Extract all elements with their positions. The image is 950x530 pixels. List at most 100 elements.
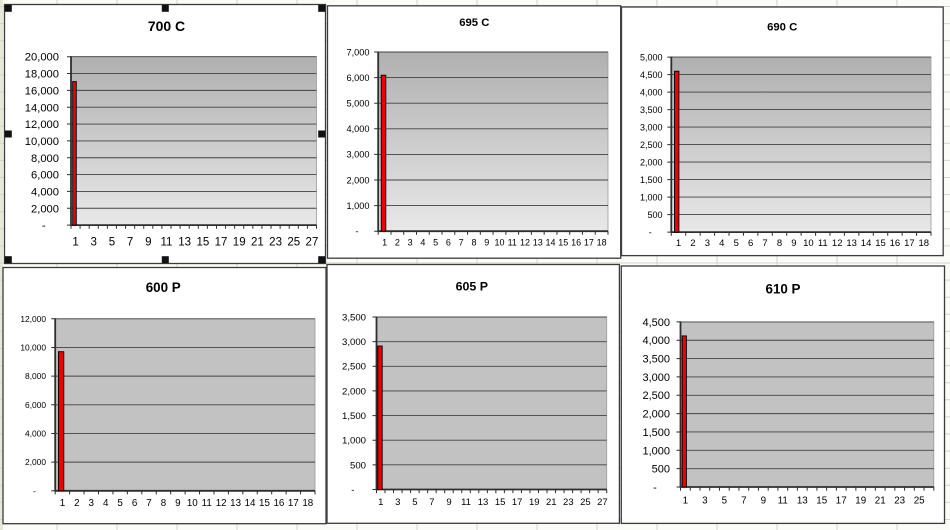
svg-text:8: 8: [471, 237, 476, 247]
svg-text:1,500: 1,500: [642, 427, 670, 439]
svg-text:9: 9: [175, 498, 180, 509]
svg-text:13: 13: [846, 238, 857, 249]
svg-text:6,000: 6,000: [31, 170, 59, 182]
svg-text:6: 6: [748, 238, 753, 249]
svg-text:2,500: 2,500: [640, 140, 663, 150]
svg-text:2,000: 2,000: [31, 203, 59, 215]
svg-text:19: 19: [233, 236, 246, 248]
svg-text:4,500: 4,500: [642, 317, 670, 329]
svg-text:4,000: 4,000: [25, 428, 46, 438]
svg-text:-: -: [351, 485, 354, 496]
svg-text:6,000: 6,000: [25, 400, 46, 410]
svg-text:2: 2: [395, 237, 400, 247]
svg-text:-: -: [649, 227, 652, 237]
svg-text:21: 21: [546, 497, 557, 508]
svg-text:4,000: 4,000: [640, 87, 663, 97]
svg-text:690 C: 690 C: [767, 21, 797, 33]
svg-text:1: 1: [60, 498, 65, 509]
svg-text:2,500: 2,500: [342, 362, 366, 373]
svg-text:1: 1: [683, 496, 688, 507]
svg-text:20,000: 20,000: [25, 52, 59, 64]
svg-text:700 C: 700 C: [148, 18, 185, 34]
svg-text:2,000: 2,000: [25, 457, 46, 467]
svg-text:8: 8: [777, 238, 782, 249]
svg-text:11: 11: [778, 496, 788, 507]
svg-text:2,000: 2,000: [642, 409, 670, 421]
svg-text:14: 14: [245, 498, 256, 509]
svg-text:15: 15: [495, 497, 506, 508]
svg-text:16: 16: [273, 498, 284, 509]
svg-text:9: 9: [484, 237, 489, 247]
svg-text:1,000: 1,000: [347, 201, 370, 211]
svg-text:2: 2: [74, 498, 79, 509]
svg-text:14: 14: [861, 238, 872, 249]
svg-text:17: 17: [512, 497, 523, 508]
svg-text:605 P: 605 P: [456, 279, 488, 293]
svg-text:27: 27: [597, 497, 608, 508]
svg-text:13: 13: [178, 236, 191, 248]
svg-text:10: 10: [494, 237, 504, 247]
svg-text:6: 6: [132, 498, 138, 509]
svg-text:15: 15: [816, 496, 827, 507]
svg-text:7: 7: [127, 236, 133, 248]
svg-text:18: 18: [302, 498, 313, 509]
svg-text:9: 9: [446, 497, 451, 508]
svg-text:1,000: 1,000: [642, 445, 670, 457]
svg-text:15: 15: [196, 236, 209, 248]
svg-text:3,500: 3,500: [640, 105, 663, 115]
svg-text:610 P: 610 P: [766, 282, 801, 297]
svg-text:16: 16: [890, 238, 901, 249]
svg-text:2,000: 2,000: [640, 157, 663, 167]
svg-text:3,000: 3,000: [642, 372, 670, 384]
svg-text:12: 12: [520, 237, 530, 247]
svg-text:15: 15: [558, 237, 568, 247]
svg-text:13: 13: [478, 497, 489, 508]
svg-text:10,000: 10,000: [25, 136, 59, 148]
svg-text:8: 8: [161, 498, 167, 509]
svg-text:6: 6: [446, 237, 451, 247]
svg-text:4: 4: [719, 238, 724, 249]
svg-text:18,000: 18,000: [25, 69, 59, 81]
svg-text:7: 7: [762, 238, 767, 249]
svg-text:23: 23: [563, 497, 574, 508]
svg-text:17: 17: [288, 498, 299, 509]
svg-text:25: 25: [914, 496, 925, 507]
svg-text:25: 25: [287, 236, 300, 248]
svg-text:3: 3: [91, 236, 97, 248]
svg-text:27: 27: [306, 236, 319, 248]
svg-text:2,000: 2,000: [342, 386, 366, 397]
svg-text:19: 19: [855, 496, 866, 507]
svg-text:4: 4: [103, 498, 109, 509]
svg-text:13: 13: [533, 237, 543, 247]
svg-text:500: 500: [652, 464, 670, 476]
svg-text:11: 11: [461, 497, 471, 508]
svg-text:7,000: 7,000: [347, 47, 370, 57]
svg-text:7: 7: [429, 497, 434, 508]
svg-text:1,500: 1,500: [342, 411, 366, 422]
svg-text:3,500: 3,500: [642, 354, 670, 366]
svg-text:1: 1: [378, 497, 383, 508]
svg-text:14,000: 14,000: [25, 102, 59, 114]
svg-text:695 C: 695 C: [459, 17, 489, 29]
svg-text:3: 3: [89, 498, 95, 509]
svg-text:11: 11: [160, 236, 172, 248]
svg-text:9: 9: [791, 238, 796, 249]
svg-text:8,000: 8,000: [31, 153, 59, 165]
svg-text:4,000: 4,000: [347, 124, 370, 134]
svg-text:15: 15: [259, 498, 270, 509]
svg-text:10: 10: [187, 498, 198, 509]
svg-text:12,000: 12,000: [20, 314, 46, 324]
svg-text:1: 1: [72, 236, 78, 248]
svg-text:-: -: [33, 486, 36, 496]
svg-text:1: 1: [676, 238, 681, 249]
svg-text:7: 7: [146, 498, 151, 509]
svg-text:7: 7: [459, 237, 464, 247]
svg-text:13: 13: [230, 498, 241, 509]
svg-text:1: 1: [382, 237, 387, 247]
svg-text:14: 14: [546, 237, 556, 247]
svg-text:5: 5: [109, 236, 115, 248]
svg-text:2,000: 2,000: [347, 175, 370, 185]
svg-text:3,000: 3,000: [640, 122, 663, 132]
svg-text:11: 11: [202, 498, 212, 509]
svg-text:1,000: 1,000: [342, 436, 366, 447]
